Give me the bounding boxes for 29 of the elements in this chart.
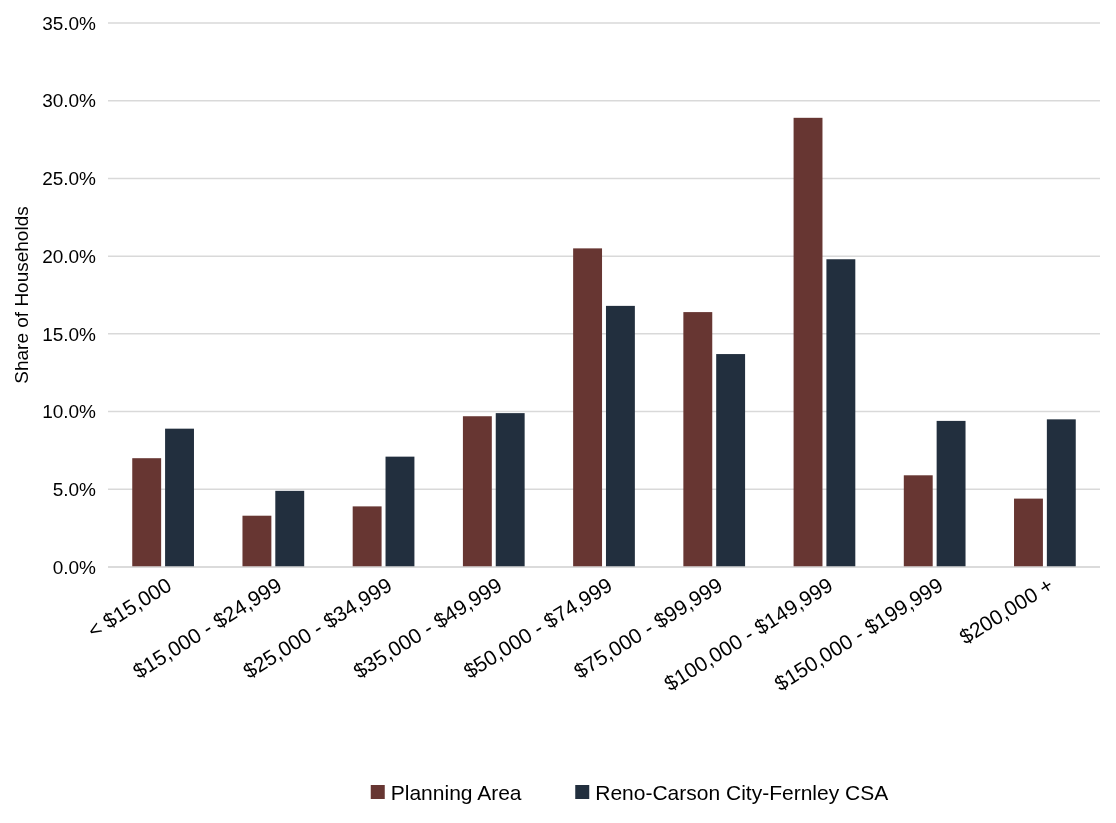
bar	[132, 458, 162, 567]
y-tick-label: 10.0%	[42, 401, 97, 423]
bar	[936, 420, 966, 567]
bar	[352, 506, 382, 567]
y-tick-label: 35.0%	[42, 12, 97, 34]
bar	[683, 312, 713, 567]
y-tick-label: 30.0%	[42, 90, 97, 112]
bar	[385, 456, 415, 567]
bar	[1046, 419, 1076, 567]
bar	[1014, 498, 1043, 567]
bar	[903, 475, 933, 567]
bar	[716, 354, 746, 567]
bar	[826, 259, 856, 567]
legend-label: Planning Area	[390, 781, 522, 805]
y-tick-label: 0.0%	[52, 556, 97, 578]
bar	[793, 117, 823, 567]
bar	[242, 515, 272, 567]
bar	[165, 428, 194, 567]
bar	[605, 305, 635, 567]
bar	[462, 416, 492, 567]
legend-label: Reno-Carson City-Fernley CSA	[595, 781, 889, 805]
y-axis-title: Share of Households	[11, 206, 32, 384]
bar	[495, 413, 525, 567]
y-tick-label: 5.0%	[52, 478, 97, 500]
y-tick-label: 25.0%	[42, 168, 97, 190]
bar	[275, 490, 305, 567]
y-tick-label: 20.0%	[42, 245, 97, 267]
bar	[573, 248, 603, 567]
y-tick-label: 15.0%	[42, 323, 97, 345]
